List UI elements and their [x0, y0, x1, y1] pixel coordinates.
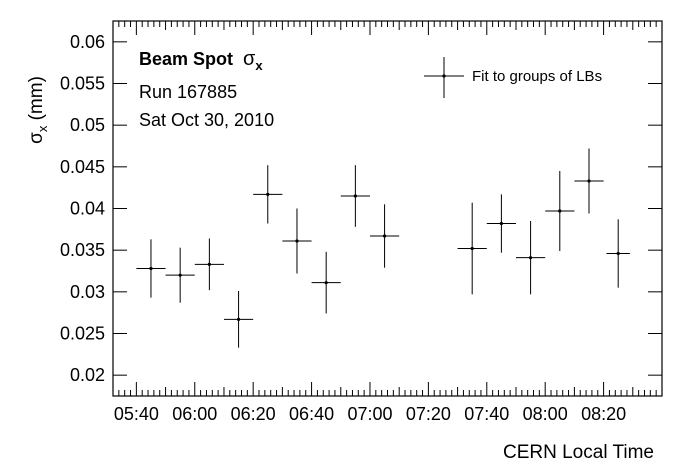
point-marker: [499, 221, 503, 226]
x-tick-label: 06:00: [172, 404, 217, 424]
data-point: [574, 148, 604, 214]
x-tick-label: 08:20: [581, 404, 626, 424]
y-tick-label: 0.035: [60, 240, 105, 260]
point-marker: [295, 239, 299, 243]
point-marker: [587, 179, 591, 183]
x-tick-label: 07:00: [347, 404, 392, 424]
data-point: [282, 208, 312, 274]
data-point: [165, 247, 195, 303]
legend-label: Fit to groups of LBs: [472, 68, 602, 85]
x-tick-label: 07:20: [406, 404, 451, 424]
data-point: [340, 165, 370, 227]
y-tick-label: 0.025: [60, 324, 105, 344]
point-marker: [178, 273, 182, 277]
data-point: [486, 194, 516, 253]
data-point: [311, 251, 341, 314]
y-tick-label: 0.04: [70, 199, 105, 219]
data-point: [369, 204, 400, 268]
data-point: [223, 291, 254, 348]
data-point: [136, 239, 166, 298]
chart-title: Beam Spot σx: [139, 48, 263, 73]
point-marker: [382, 234, 387, 238]
point-marker: [616, 251, 620, 256]
x-axis-ticks: 05:40 06:00 06:20 06:40 07:00 07:20 07:40 08:00…: [112, 21, 663, 424]
y-tick-label: 0.02: [70, 365, 105, 385]
y-tick-label: 0.05: [70, 115, 105, 135]
data-points: [136, 148, 630, 348]
point-marker: [558, 209, 562, 213]
data-point: [545, 171, 575, 251]
x-tick-label: 08:00: [523, 404, 568, 424]
x-tick-label: 07:40: [464, 404, 509, 424]
data-point: [606, 219, 630, 288]
y-tick-label: 0.045: [60, 157, 105, 177]
data-point: [457, 202, 487, 295]
point-marker: [207, 262, 211, 266]
data-point: [253, 165, 283, 224]
point-marker: [266, 192, 270, 196]
point-marker: [528, 256, 533, 260]
y-axis-ticks: 0.02 0.025 0.03 0.035 0.04 0.045 0.05 0.055 0.06: [60, 32, 662, 385]
data-point: [194, 238, 224, 291]
point-marker: [470, 246, 474, 251]
y-tick-label: 0.055: [60, 74, 105, 94]
run-label: Run 167885: [139, 82, 237, 102]
date-label: Sat Oct 30, 2010: [139, 110, 274, 130]
point-marker: [236, 317, 241, 321]
y-axis-title: σx (mm): [26, 76, 50, 144]
x-tick-label: 05:40: [114, 404, 159, 424]
x-tick-label: 06:20: [231, 404, 276, 424]
y-tick-label: 0.03: [70, 282, 105, 302]
point-marker: [353, 194, 357, 198]
point-marker: [324, 281, 328, 285]
y-tick-label: 0.06: [70, 32, 105, 52]
x-axis-title: CERN Local Time: [503, 442, 654, 463]
x-tick-label: 06:40: [289, 404, 334, 424]
legend: Fit to groups of LBs: [424, 57, 602, 98]
data-point: [515, 221, 546, 295]
point-marker: [149, 266, 153, 271]
legend-marker-dot: [442, 74, 446, 78]
